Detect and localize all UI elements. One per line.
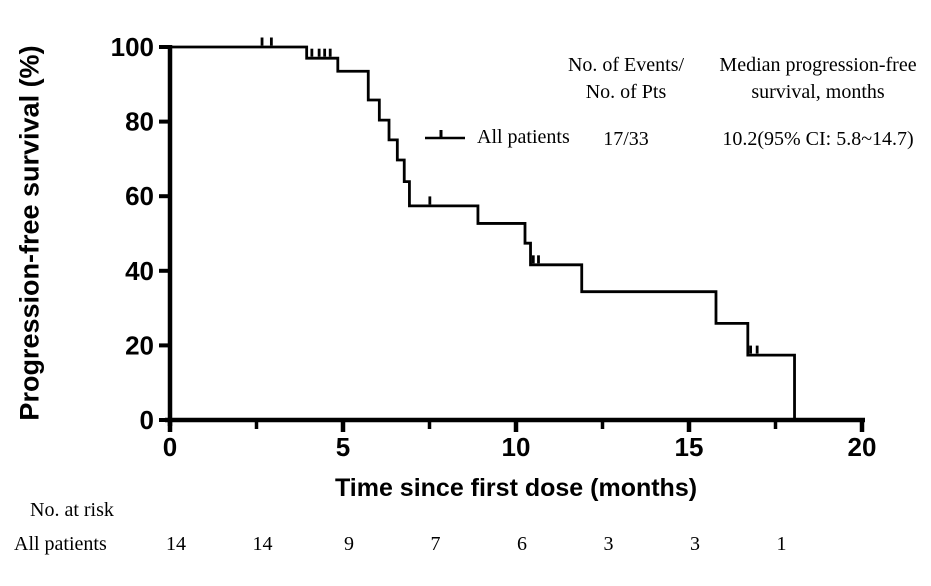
y-tick-label: 80 — [125, 107, 154, 137]
y-tick-label: 60 — [125, 181, 154, 211]
median-header-line1: Median progression-free — [719, 54, 917, 76]
at-risk-value: 3 — [690, 533, 700, 555]
y-tick-label: 20 — [125, 330, 154, 360]
at-risk-value: 6 — [517, 533, 527, 555]
at-risk-row-label: All patients — [14, 533, 107, 555]
at-risk-value: 9 — [344, 533, 354, 555]
at-risk-value: 7 — [430, 533, 441, 555]
at-risk-values: 14 14 9 7 6 3 3 1 — [0, 533, 931, 563]
events-header-line2: No. of Pts — [585, 81, 667, 103]
x-tick-label: 5 — [336, 432, 350, 462]
y-tick-label: 0 — [140, 405, 154, 435]
median-header-line2: survival, months — [751, 81, 885, 103]
x-tick-label: 20 — [848, 432, 877, 462]
at-risk-value: 1 — [776, 533, 787, 555]
y-tick-label: 100 — [111, 32, 154, 62]
censor-marker-icon — [425, 130, 465, 140]
legend-label: All patients — [477, 126, 570, 148]
at-risk-value: 14 — [166, 533, 186, 555]
at-risk-value: 3 — [603, 533, 614, 555]
x-tick-label: 10 — [502, 432, 531, 462]
events-header-line1: No. of Events/ — [567, 54, 685, 76]
y-tick-label: 40 — [125, 256, 154, 286]
axis-ticks: 0 20 40 60 80 100 0 5 10 15 20 — [111, 32, 877, 462]
x-tick-label: 15 — [675, 432, 704, 462]
median-value: 10.2(95% CI: 5.8~14.7) — [722, 128, 914, 150]
median-header: Median progression-free survival, months — [719, 52, 916, 106]
at-risk-value: 14 — [252, 533, 273, 555]
survival-curve — [170, 45, 796, 420]
y-axis-label: Progression-free survival (%) — [14, 45, 45, 421]
x-tick-label: 0 — [163, 432, 177, 462]
survival-curve-layer — [170, 37, 796, 420]
at-risk-title: No. at risk — [30, 499, 114, 521]
km-plot: 0 20 40 60 80 100 0 5 10 15 20 — [111, 32, 877, 462]
x-axis-title: Time since first dose (months) — [334, 474, 698, 502]
events-header: No. of Events/ No. of Pts — [568, 52, 684, 106]
events-value: 17/33 — [603, 128, 649, 150]
